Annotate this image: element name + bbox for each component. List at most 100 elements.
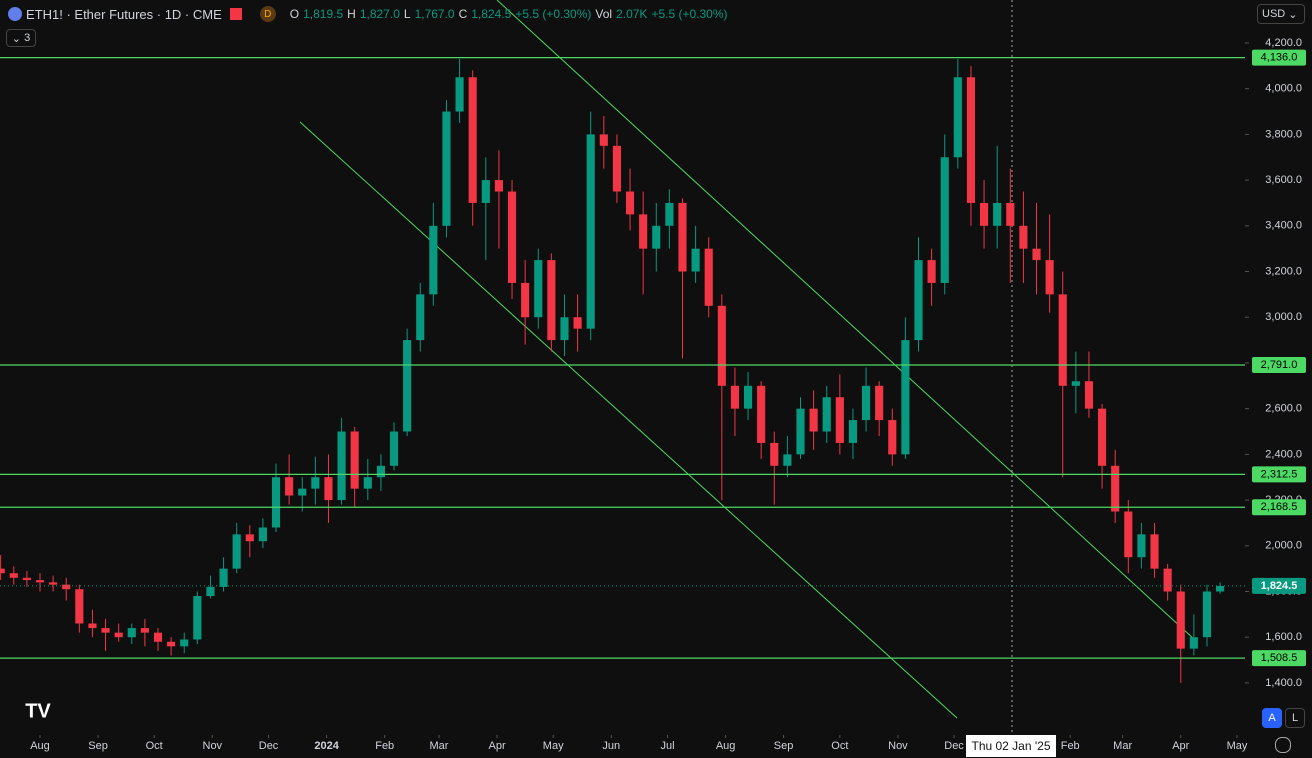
candle-body (743, 385, 753, 409)
candle-body (180, 639, 189, 647)
candle-body (888, 420, 897, 455)
y-tick-label: 2,400.0 (1265, 448, 1302, 460)
level-label-bg (1252, 49, 1306, 66)
candle-body (101, 628, 110, 633)
candle-body (639, 214, 648, 249)
label: Vol (595, 7, 613, 21)
symbol[interactable]: ETH1! · Ether Futures · 1D · CME (26, 6, 222, 22)
candle-body (835, 397, 844, 443)
candle-body (9, 573, 18, 578)
candle-body (625, 191, 635, 215)
candle-body (573, 317, 582, 329)
candle-body (665, 202, 674, 226)
candle-body (1124, 511, 1133, 558)
y-tick-label: 3,400.0 (1265, 220, 1302, 232)
level-label: 1,508.5 (1261, 652, 1298, 664)
label: O (289, 7, 300, 21)
x-tick-label: Feb (1061, 740, 1080, 752)
x-tick-label: Apr (1172, 740, 1189, 752)
log: L (1291, 712, 1299, 724)
candle-body (1071, 381, 1080, 386)
candle-body (809, 408, 818, 432)
logo: TV (25, 700, 51, 722)
current-price-bg (1252, 577, 1306, 594)
flag[interactable] (229, 8, 242, 20)
x-tick-label: Sep (88, 740, 108, 752)
candle-body (796, 408, 805, 455)
y-tick-label: 3,200.0 (1265, 265, 1302, 277)
candle-body (1032, 248, 1041, 261)
candle-body (678, 202, 687, 272)
x-tick-label: May (543, 740, 564, 752)
candle-body (953, 77, 962, 158)
candle-body (403, 340, 412, 432)
candle-body (927, 260, 936, 283)
candle-body (1137, 534, 1146, 558)
candle-body (599, 134, 608, 146)
candle-body (848, 420, 858, 443)
x-tick-label: Dec (944, 740, 964, 752)
settings-button[interactable] (1275, 737, 1291, 753)
candle-body (153, 632, 163, 642)
candle-body (612, 145, 621, 192)
label: H (347, 7, 356, 21)
auto-button[interactable]: A (1262, 708, 1282, 728)
candle-body (337, 431, 346, 501)
candle-body (521, 282, 530, 318)
y-tick-label: 1,400.0 (1265, 677, 1302, 689)
candle-body (586, 134, 595, 329)
candle-body (114, 632, 123, 638)
x-tick-label: Aug (30, 740, 50, 752)
value: +5.5 (+0.30%) (515, 7, 592, 21)
price-axis-bg (1245, 0, 1312, 758)
candle-body (350, 431, 359, 489)
x-tick-label: Nov (203, 740, 223, 752)
candle-body (140, 628, 149, 633)
x-tick-label: Mar (430, 740, 449, 752)
candle-body (730, 385, 740, 409)
candle-body (376, 465, 385, 478)
x-tick-label: Apr (489, 740, 506, 752)
level-label: 4,136.0 (1261, 52, 1298, 64)
candle-body (416, 294, 425, 341)
current-price-label: 1,824.5 (1261, 580, 1298, 592)
y-tick-label: 2,000.0 (1265, 540, 1302, 552)
x-tick-label: Sep (774, 740, 794, 752)
candle-body (1098, 408, 1107, 466)
badge: D (259, 6, 276, 22)
candle-body (442, 111, 451, 226)
candle-body (62, 584, 71, 590)
indicator-toggle[interactable]: ⌄ 3 (6, 29, 36, 47)
candle-body (193, 596, 202, 640)
level-label-bg (1252, 499, 1306, 516)
x-tick-label: Feb (375, 740, 394, 752)
x-tick-label: 2024 (314, 740, 339, 752)
label: L (403, 7, 411, 21)
x-tick-label: May (1227, 740, 1248, 752)
candle-body (1084, 381, 1094, 409)
candle-body (875, 385, 884, 421)
y-tick-label: 4,000.0 (1265, 83, 1302, 95)
candle-body (547, 260, 556, 341)
log-button[interactable]: L (1285, 708, 1305, 728)
trend-line (299, 121, 958, 719)
level-label: 2,791.0 (1261, 359, 1298, 371)
y-tick-label: 2,600.0 (1265, 403, 1302, 415)
candle-body (770, 442, 779, 466)
candle-body (1150, 534, 1159, 569)
candle-body (389, 431, 399, 466)
candle-body (22, 577, 31, 581)
header: ETH1! · Ether Futures · 1D · CME D O 1,81… (8, 6, 728, 22)
candle-body (940, 157, 949, 283)
candle-body (560, 317, 569, 341)
candle-body (717, 305, 726, 386)
y-tick-label: 3,800.0 (1265, 128, 1302, 140)
candle-body (49, 582, 58, 585)
x-tick-label: Nov (888, 740, 908, 752)
candle-body (1202, 591, 1212, 638)
y-tick-label: 1,600.0 (1265, 631, 1302, 643)
currency-button[interactable]: USD ⌄ (1257, 4, 1305, 24)
candle-body (1163, 568, 1172, 592)
